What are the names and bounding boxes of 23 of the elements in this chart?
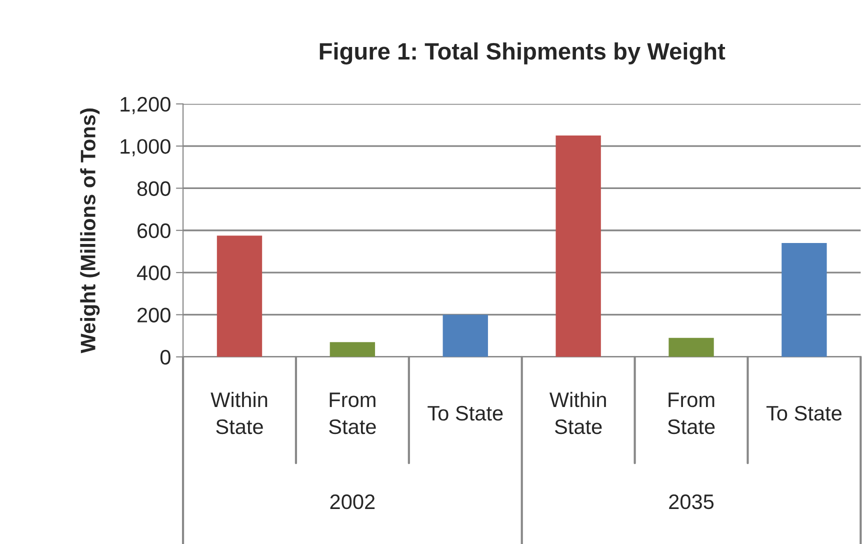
bar [330, 342, 376, 357]
x-tick-label: Within State [549, 392, 606, 434]
y-tick-label: 1,000 [120, 139, 170, 156]
bar [668, 338, 714, 357]
y-tick-label: 600 [138, 223, 170, 238]
bar [782, 243, 827, 357]
y-tick-label: 1,200 [120, 96, 170, 114]
chart-title: Figure 1: Total Shipments by Weight [320, 42, 726, 64]
y-tick-label: 0 [160, 350, 170, 365]
y-axis-title: Weight (Millions of Tons) [80, 108, 100, 354]
text: 2035 [669, 494, 714, 510]
bar [556, 136, 601, 357]
x-tick-label: From State [668, 392, 715, 434]
bar [442, 314, 488, 357]
y-tick-label: 400 [136, 266, 170, 280]
y-tick-label: 800 [137, 181, 170, 196]
text: 2002 [330, 494, 375, 510]
x-tick-label: To State [766, 406, 842, 421]
x-tick-label: To State [428, 406, 503, 421]
y-tick-label: 200 [138, 308, 170, 322]
x-tick-label: From State [329, 392, 376, 434]
bar [216, 236, 262, 357]
x-tick-label: Within State [210, 392, 268, 434]
